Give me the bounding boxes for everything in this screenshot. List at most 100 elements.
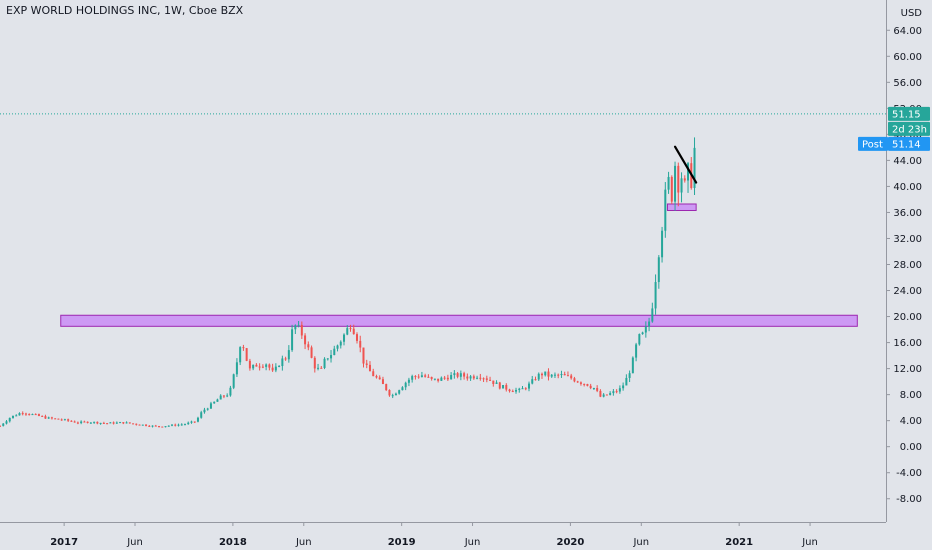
candle-body	[674, 165, 677, 202]
candle-body	[294, 325, 297, 330]
candle-body	[47, 417, 50, 419]
candle-body	[11, 415, 14, 418]
candle-body	[576, 381, 579, 383]
candle-body	[37, 414, 40, 416]
candle-body	[589, 385, 592, 389]
y-tick-label: 28.00	[893, 260, 922, 271]
candle-body	[430, 376, 433, 379]
candle-body	[31, 414, 34, 416]
candle-body	[274, 366, 277, 371]
candle-body	[206, 408, 209, 410]
candle-body	[271, 367, 274, 371]
candle-body	[547, 371, 550, 377]
y-tick-label: 16.00	[893, 338, 922, 349]
candle-body	[330, 355, 333, 359]
candle-body	[518, 388, 521, 390]
candle-body	[323, 358, 326, 368]
candle-body	[320, 367, 323, 369]
candle-body	[618, 388, 621, 392]
candle-body	[417, 376, 420, 378]
candle-body	[489, 379, 492, 381]
candle-body	[635, 344, 638, 358]
candle-body	[310, 347, 313, 358]
x-tick-label: Jun	[295, 537, 312, 548]
candle-body	[573, 378, 576, 382]
candle-body	[482, 378, 485, 380]
candle-body	[544, 371, 547, 376]
candle-body	[203, 409, 206, 413]
candle-body	[41, 415, 44, 417]
candle-body	[106, 423, 109, 425]
candle-body	[596, 388, 599, 391]
candle-body	[193, 421, 196, 423]
candle-body	[67, 419, 70, 421]
candle-body	[651, 308, 654, 322]
candle-body	[151, 425, 154, 427]
candle-body	[687, 163, 690, 181]
candle-body	[372, 371, 375, 377]
candle-body	[135, 423, 138, 425]
candle-body	[631, 357, 634, 374]
y-tick-label: 4.00	[900, 416, 922, 427]
candle-body	[326, 358, 329, 360]
trendlines	[673, 145, 698, 184]
candle-body	[670, 176, 673, 202]
candle-body	[443, 377, 446, 379]
candle-body	[265, 364, 268, 367]
y-tick-label: 12.00	[893, 364, 922, 375]
candle-body	[115, 422, 118, 424]
price-badge	[888, 136, 930, 151]
x-tick-label: 2018	[219, 537, 247, 548]
x-tick-label: Jun	[126, 537, 143, 548]
candle-body	[333, 348, 336, 356]
candle-body	[196, 417, 199, 422]
candle-body	[511, 391, 514, 393]
candle-body	[304, 335, 307, 345]
candle-body	[359, 340, 362, 348]
candle-body	[599, 390, 602, 397]
candle-body	[368, 364, 371, 372]
candle-body	[680, 178, 683, 193]
candle-body	[404, 382, 407, 388]
candle-body	[132, 423, 135, 425]
candle-body	[148, 425, 151, 427]
candle-body	[317, 367, 320, 369]
candle-body	[586, 384, 589, 386]
price-axis	[886, 0, 932, 550]
candle-body	[427, 376, 430, 378]
y-tick-label: 60.00	[893, 52, 922, 63]
x-tick-label: 2017	[50, 537, 78, 548]
candle-body	[424, 375, 427, 377]
y-tick-label: 0.00	[900, 442, 922, 453]
x-tick-label: Jun	[464, 537, 481, 548]
candle-body	[158, 426, 161, 428]
candle-body	[141, 424, 144, 426]
candle-body	[235, 362, 238, 375]
candle-body	[161, 426, 164, 428]
candle-body	[28, 414, 31, 416]
candle-body	[54, 418, 57, 420]
candle-body	[232, 374, 235, 388]
candle-body	[2, 423, 5, 426]
candle-body	[628, 373, 631, 378]
candle-body	[440, 377, 443, 381]
candle-body	[119, 422, 122, 424]
y-tick-label: 56.00	[893, 78, 922, 89]
candle-body	[15, 415, 18, 417]
candle-body	[8, 417, 11, 422]
candle-body	[391, 395, 394, 397]
candle-body	[463, 373, 466, 377]
candle-body	[664, 189, 667, 231]
candle-body	[307, 344, 310, 348]
candle-body	[122, 422, 125, 424]
candle-body	[128, 422, 131, 424]
candle-body	[609, 393, 612, 395]
candle-body	[515, 389, 518, 392]
candle-body	[615, 391, 618, 393]
candle-body	[583, 383, 586, 385]
candle-body	[563, 374, 566, 376]
y-tick-label: 44.00	[893, 156, 922, 167]
candles	[0, 137, 696, 428]
